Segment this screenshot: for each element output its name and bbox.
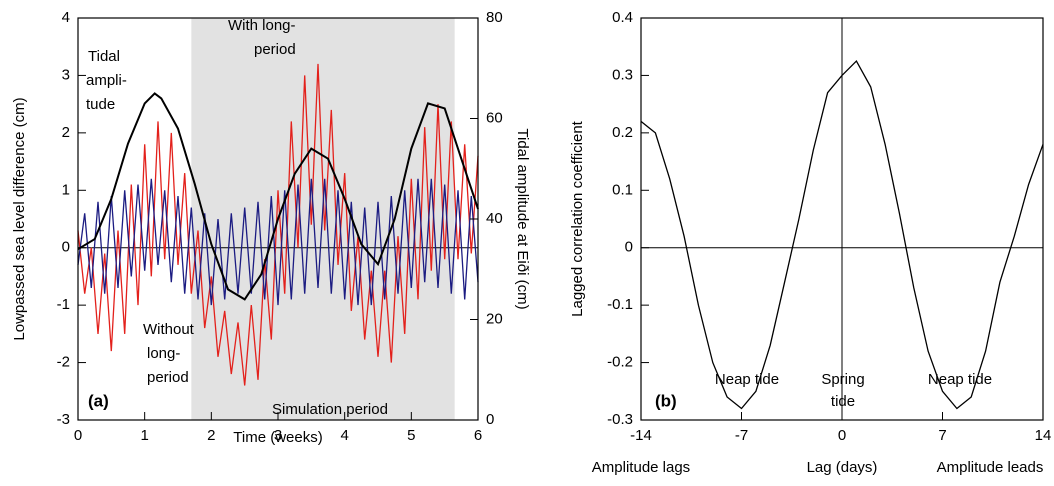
annotation: Spring — [821, 371, 864, 388]
y2-tick-label: 40 — [486, 210, 503, 227]
y2-axis-title: Tidal amplitude at Eiði (cm) — [514, 128, 531, 309]
y2-tick-label: 0 — [486, 411, 494, 428]
data-line — [77, 178, 479, 306]
annotation: (a) — [88, 391, 109, 410]
series-label: ampli- — [86, 72, 127, 89]
series-label: Tidal — [88, 48, 120, 65]
shaded-period — [191, 18, 455, 420]
y-tick-label: 0.2 — [612, 124, 633, 141]
y2-tick-label: 20 — [486, 310, 503, 327]
x-tick-label: 0 — [74, 427, 82, 444]
x-tick-label: 5 — [407, 427, 415, 444]
y-tick-label: 0 — [62, 239, 70, 256]
series-label: period — [147, 369, 189, 386]
series-label: With long- — [228, 17, 296, 34]
annotation: tide — [831, 393, 855, 410]
x-tick-label: 0 — [838, 427, 846, 444]
annotation: Neap tide — [715, 371, 779, 388]
y-tick-label: -2 — [57, 354, 70, 371]
x-tick-label: 14 — [1035, 427, 1052, 444]
y-tick-label: -1 — [57, 296, 70, 313]
series-label: long- — [147, 345, 180, 362]
x-tick-label: 6 — [474, 427, 482, 444]
y-axis-title: Lowpassed sea level difference (cm) — [11, 97, 28, 340]
y-tick-label: 1 — [62, 181, 70, 198]
annotation: (b) — [655, 391, 677, 410]
data-line — [77, 63, 479, 386]
y-tick-label: 3 — [62, 66, 70, 83]
y-tick-label: -0.3 — [607, 411, 633, 428]
y-axis-title: Lagged correlation coefficient — [569, 120, 586, 317]
series-label: Without — [143, 321, 195, 338]
y-tick-label: 0.3 — [612, 66, 633, 83]
annotation: Simulation period — [272, 401, 388, 418]
y-tick-label: -3 — [57, 411, 70, 428]
y-tick-label: -0.2 — [607, 354, 633, 371]
series-label: period — [254, 41, 296, 58]
x-tick-label: 2 — [207, 427, 215, 444]
annotation: Amplitude leads — [937, 459, 1044, 476]
x-axis-title: Time (weeks) — [233, 429, 322, 446]
y-tick-label: 0 — [625, 239, 633, 256]
y-tick-label: -0.1 — [607, 296, 633, 313]
data-line — [77, 92, 479, 301]
y-tick-label: 2 — [62, 124, 70, 141]
x-axis-title: Lag (days) — [807, 459, 878, 476]
annotation: Amplitude lags — [592, 459, 690, 476]
y-tick-label: 0.4 — [612, 9, 633, 26]
x-tick-label: 7 — [938, 427, 946, 444]
x-tick-label: 3 — [274, 427, 282, 444]
x-tick-label: -7 — [735, 427, 748, 444]
series-label: tude — [86, 96, 115, 113]
y-tick-label: 0.1 — [612, 181, 633, 198]
x-tick-label: 4 — [340, 427, 348, 444]
annotation: Neap tide — [928, 371, 992, 388]
y2-tick-label: 80 — [486, 9, 503, 26]
x-tick-label: -14 — [630, 427, 652, 444]
y-tick-label: 4 — [62, 9, 70, 26]
y2-tick-label: 60 — [486, 109, 503, 126]
data-line — [640, 60, 1044, 410]
x-tick-label: 1 — [140, 427, 148, 444]
